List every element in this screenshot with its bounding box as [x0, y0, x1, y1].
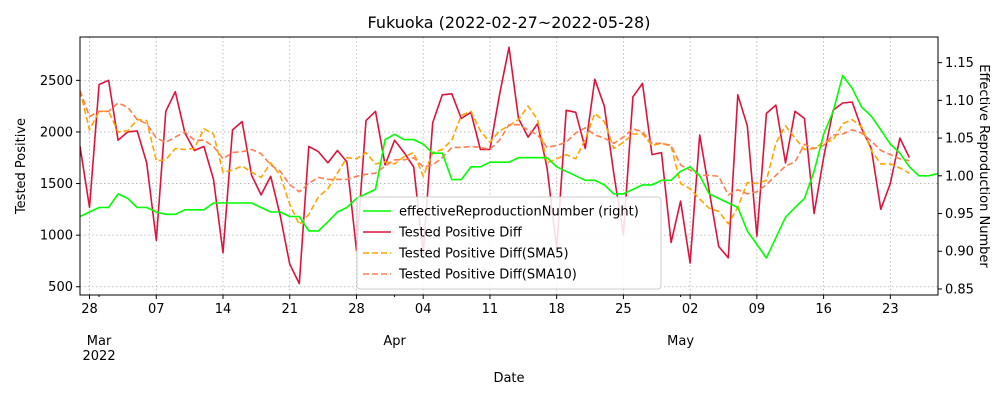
series-layer	[80, 46, 938, 285]
x-tick-label: 04	[415, 302, 432, 317]
x-tick-label: 07	[148, 302, 165, 317]
y-right-tick-label: 1.05	[945, 132, 974, 147]
x-tick-label: 09	[749, 302, 766, 317]
y-axis-right-title: Effective Reproduction Number	[976, 64, 991, 268]
x-tick-label: 16	[815, 302, 832, 317]
plot-frame	[79, 36, 939, 296]
x-month-label: 2022	[83, 349, 116, 364]
legend: effectiveReproductionNumber (right) Teste…	[356, 196, 662, 290]
y-right-tick-label: 0.90	[945, 245, 974, 260]
y-left-tick-label: 1500	[40, 177, 73, 192]
y-left-tick-label: 2500	[40, 74, 73, 89]
y-axis-left-title: Tested Positive	[14, 118, 29, 215]
x-month-label: Apr	[383, 334, 406, 349]
legend-box	[356, 196, 662, 290]
legend-label: Tested Positive Diff	[398, 226, 523, 241]
y-axis-right: 0.85 0.90 0.95 1.00 1.05 1.10 1.15	[938, 56, 974, 297]
x-tick-label: 23	[882, 302, 899, 317]
x-tick-label: 11	[482, 302, 499, 317]
x-month-label: Mar	[87, 334, 112, 349]
legend-label: Tested Positive Diff(SMA5)	[398, 247, 569, 262]
series-line-2	[80, 90, 910, 226]
x-tick-label: 28	[81, 302, 98, 317]
series-line-3	[80, 90, 910, 196]
y-right-tick-label: 1.00	[945, 169, 974, 184]
y-left-tick-label: 2000	[40, 125, 73, 140]
x-axis-title: Date	[493, 371, 524, 386]
series-line-0	[80, 74, 938, 259]
y-right-tick-label: 1.10	[945, 94, 974, 109]
x-tick-label: 25	[615, 302, 632, 317]
x-tick-label: 14	[215, 302, 232, 317]
y-axis-left: 500 1000 1500 2000 2500	[40, 74, 80, 295]
x-tick-label: 18	[548, 302, 565, 317]
x-tick-label: 28	[348, 302, 365, 317]
x-tick-label: 21	[281, 302, 298, 317]
legend-label: effectiveReproductionNumber (right)	[399, 205, 639, 220]
y-right-tick-label: 1.15	[945, 56, 974, 71]
x-tick-label: 02	[682, 302, 699, 317]
x-month-label: May	[667, 334, 694, 349]
y-left-tick-label: 500	[48, 280, 73, 295]
chart-title: Fukuoka (2022-02-27~2022-05-28)	[368, 13, 651, 32]
legend-label: Tested Positive Diff(SMA10)	[398, 268, 577, 283]
y-left-tick-label: 1000	[40, 229, 73, 244]
y-right-tick-label: 0.85	[945, 282, 974, 297]
y-right-tick-label: 0.95	[945, 207, 974, 222]
series-line-1	[80, 46, 911, 285]
